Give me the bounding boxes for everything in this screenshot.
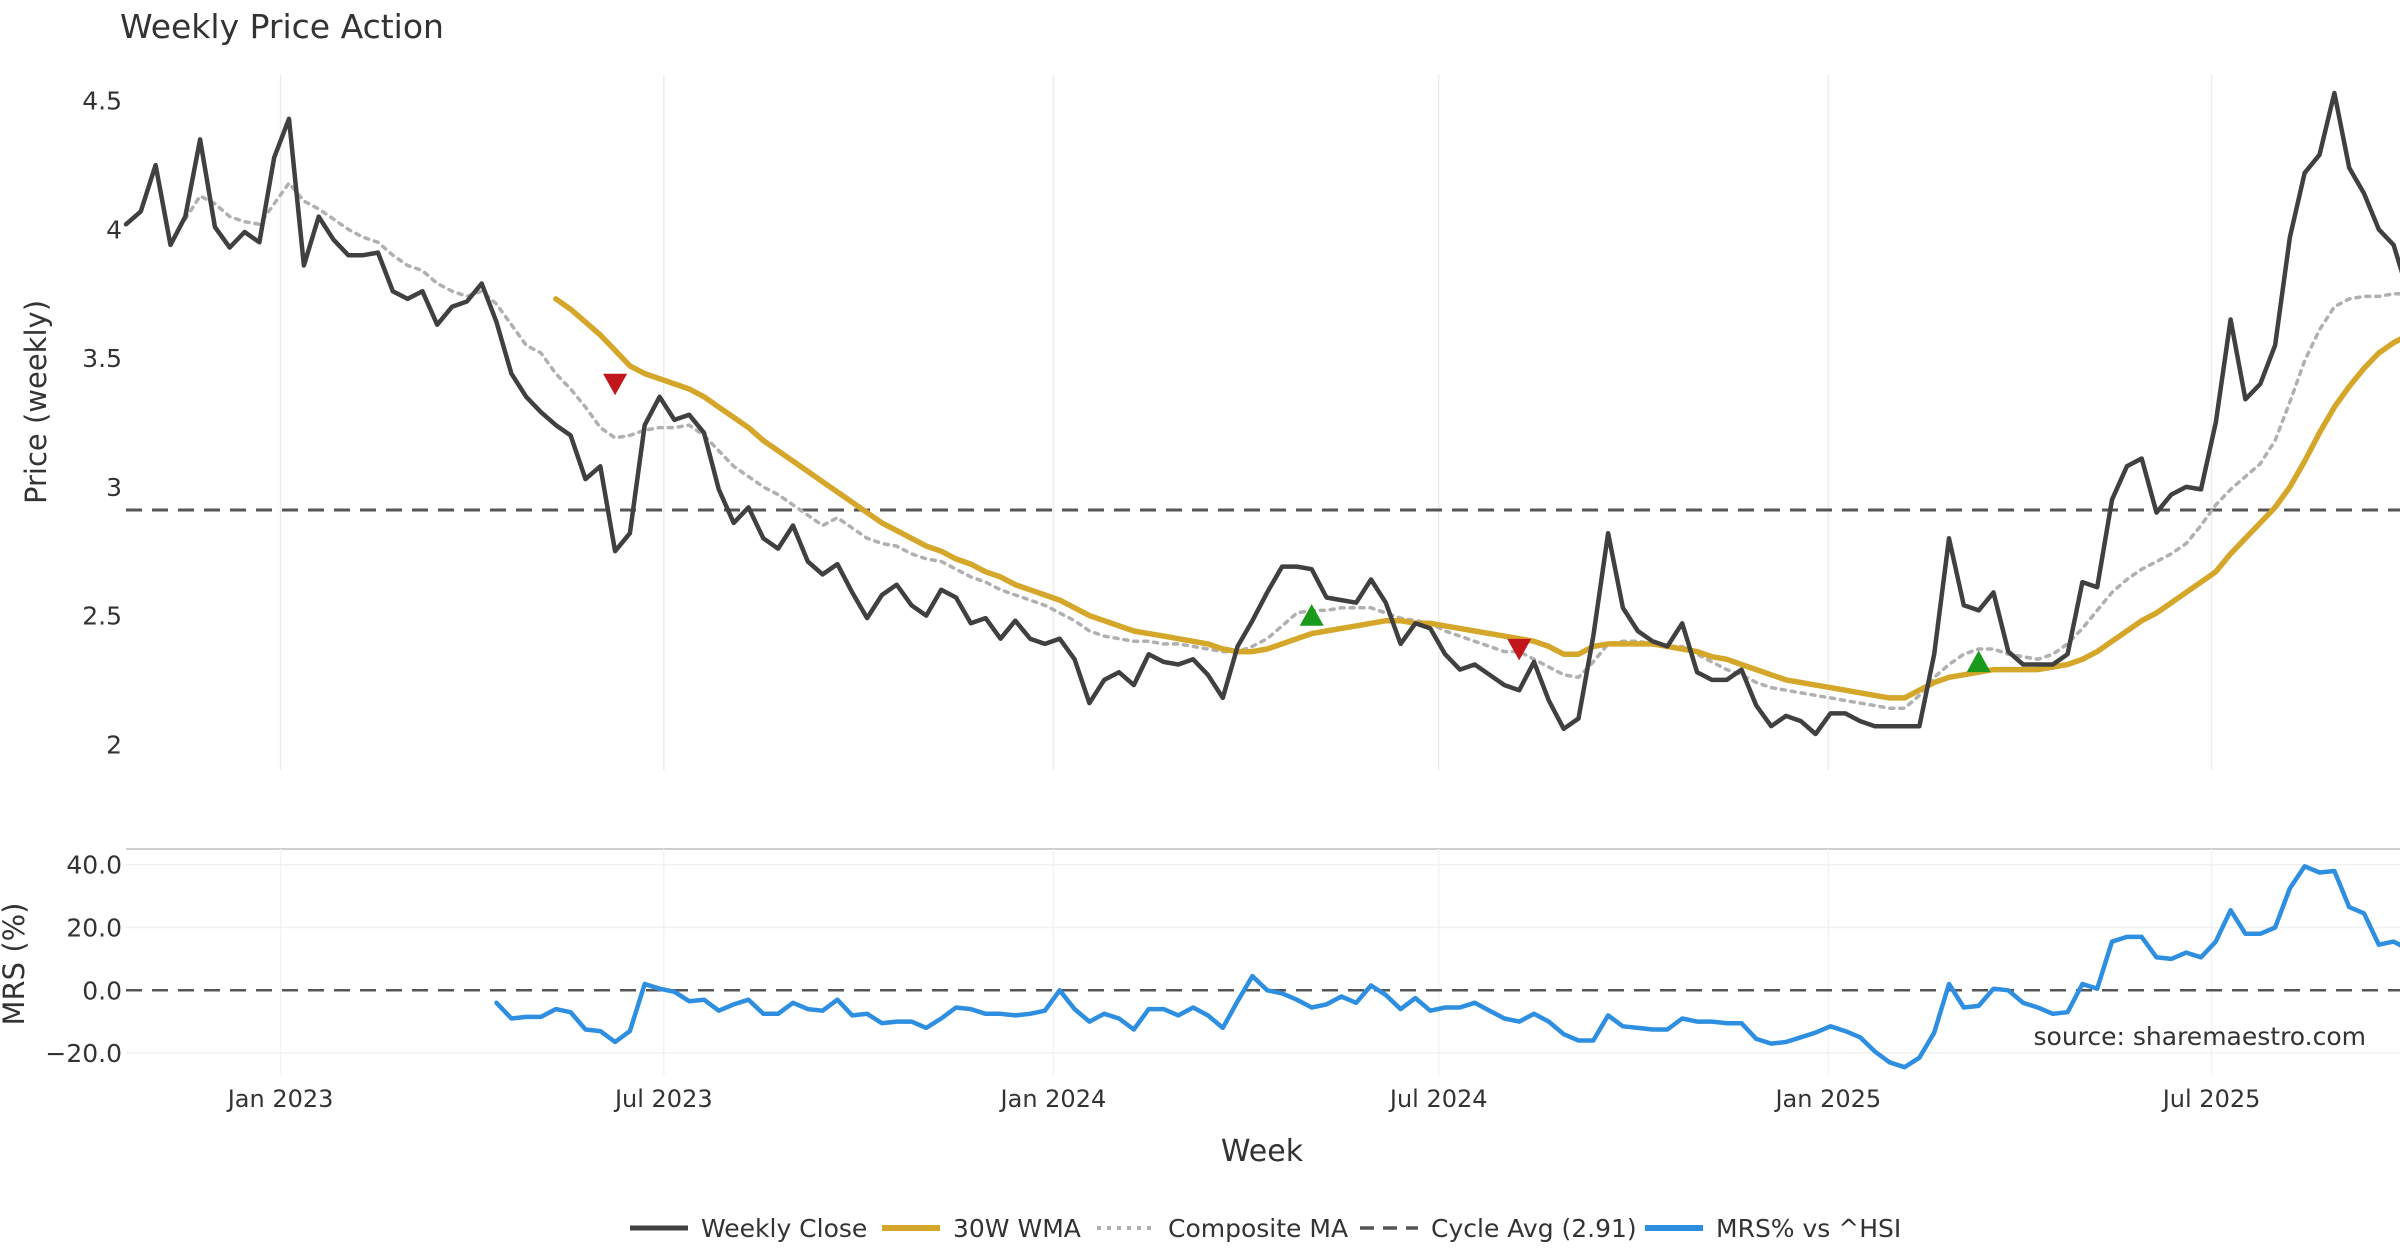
chart-title: Weekly Price Action: [120, 7, 444, 46]
price-y-tick-label: 4: [106, 215, 122, 244]
mrs-y-tick-label: −20.0: [45, 1039, 122, 1068]
legend-label-weekly-close: Weekly Close: [701, 1214, 867, 1243]
price-y-tick-label: 3.5: [82, 344, 122, 373]
price-y-tick-label: 3: [106, 473, 122, 502]
legend: Weekly Close 30W WMA Composite MA Cycle Avg…: [630, 1214, 1901, 1243]
series-mrs-vs-hsi: [494, 864, 2400, 1070]
x-tick-label: Jul 2023: [613, 1085, 713, 1113]
x-axis-ticks: Jan 2023 Jul 2023 Jan 2024 Jul 2024 Jan 2025…: [226, 1085, 2261, 1113]
series-composite-ma: [183, 181, 2400, 710]
legend-label-cycle-avg-2-91: Cycle Avg (2.91): [1431, 1214, 1637, 1243]
x-tick-label: Jan 2025: [1773, 1085, 1881, 1113]
mrs-axis-label: MRS (%): [0, 903, 31, 1026]
price-axis-label: Price (weekly): [19, 300, 53, 504]
x-tick-label: Jul 2025: [2161, 1085, 2261, 1113]
price-y-tick-label: 2.5: [82, 602, 122, 631]
buy-signal-marker: [1299, 604, 1324, 626]
mrs-y-tick-label: 20.0: [66, 913, 122, 942]
price-y-tick-label: 2: [106, 730, 122, 759]
legend-label-mrs-vs-hsi: MRS% vs ^HSI: [1716, 1214, 1901, 1243]
sell-signal-marker: [603, 373, 628, 396]
mrs-y-tick-label: 40.0: [66, 851, 122, 880]
series-weekly-close: [123, 90, 2400, 737]
mrs-panel: 40.0 20.0 0.0 −20.0: [45, 849, 2400, 1075]
x-axis-label: Week: [1221, 1134, 1304, 1169]
series-30w-wma: [553, 296, 2400, 701]
price-panel: 2 2.5 3 3.5 4 4.5: [82, 75, 2400, 770]
x-tick-label: Jan 2024: [999, 1085, 1107, 1113]
sell-signal-marker: [1507, 638, 1532, 661]
legend-label-30w-wma: 30W WMA: [953, 1214, 1081, 1243]
x-tick-label: Jul 2024: [1388, 1085, 1488, 1113]
buy-signal-marker: [1966, 650, 1991, 673]
mrs-y-tick-label: 0.0: [82, 976, 122, 1005]
source-credit: source: sharemaestro.com: [2034, 1022, 2367, 1051]
legend-label-composite-ma: Composite MA: [1168, 1214, 1348, 1243]
x-tick-label: Jan 2023: [226, 1085, 334, 1113]
price-y-tick-label: 4.5: [82, 87, 122, 116]
